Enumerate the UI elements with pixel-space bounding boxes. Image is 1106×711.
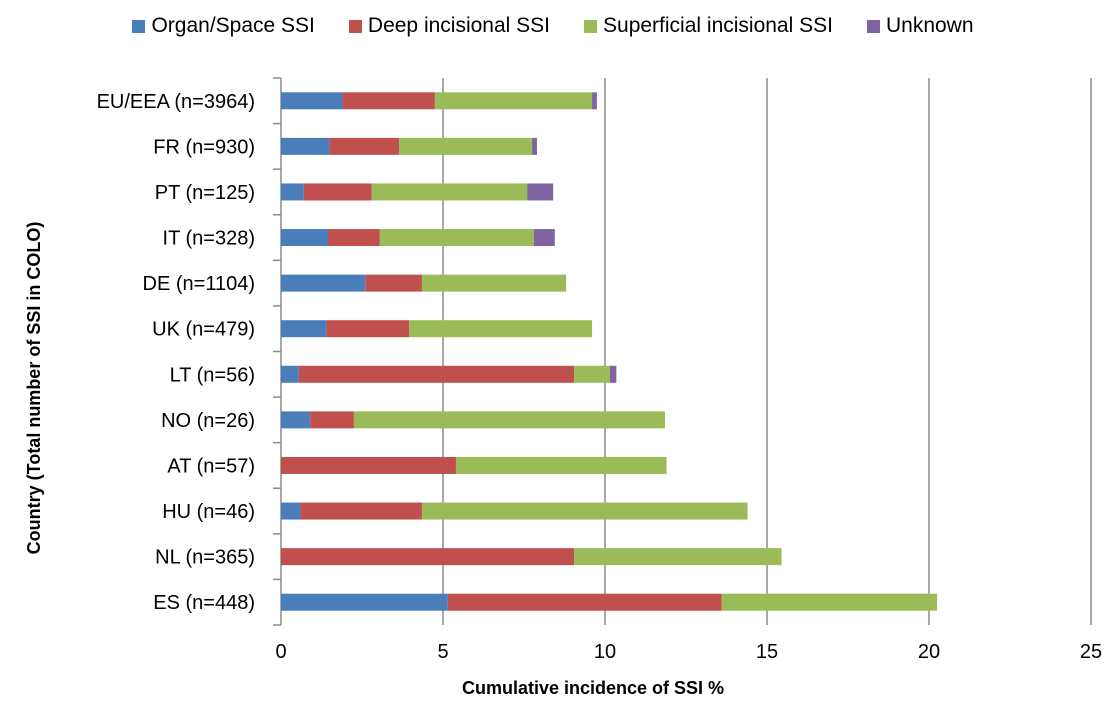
bar-segment [447,593,722,611]
bar-segment [281,320,327,338]
category-label: NO (n=26) [161,410,255,432]
category-label: EU/EEA (n=3964) [97,91,255,113]
legend-item: Unknown [866,14,974,38]
legend-item: Organ/Space SSI [132,14,315,38]
bar-segment [326,320,409,338]
legend-swatch [866,19,880,33]
category-label: UK (n=479) [152,319,255,341]
category-label: HU (n=46) [162,501,255,523]
bar-segment [592,92,597,110]
legend-item: Deep incisional SSI [348,14,551,38]
bar-segment [527,183,554,201]
bar-segment [399,137,533,155]
chart-legend: Organ/Space SSI Deep incisional SSI Superf… [0,8,1106,44]
x-tick-label: 15 [756,641,778,663]
bar-segment [721,593,938,611]
bar-segment [455,456,667,474]
bar-segment [533,229,555,247]
bar-segment [371,183,528,201]
bar-segment [281,411,311,429]
bar-segment [609,365,617,383]
x-tick-label: 10 [594,641,616,663]
category-label: NL (n=365) [155,547,255,569]
bar-segment [281,456,456,474]
bar-segment [421,274,567,292]
category-label: DE (n=1104) [143,273,255,295]
bar-segment [281,92,343,110]
bar-segment [310,411,354,429]
bar-segment [365,274,422,292]
x-axis-title: Cumulative incidence of SSI % [462,678,724,698]
legend-label: Organ/Space SSI [151,14,315,37]
bar-segment [329,137,400,155]
x-tick-label: 25 [1080,641,1102,663]
bar-segment [532,137,537,155]
category-label: IT (n=328) [163,228,255,250]
category-label: FR (n=930) [153,136,255,158]
legend-swatch [348,19,362,33]
category-label: LT (n=56) [170,364,255,386]
legend-swatch [584,19,598,33]
legend-label: Deep incisional SSI [367,14,551,37]
x-tick-label: 0 [275,641,286,663]
legend-item: Superficial incisional SSI [584,14,833,38]
legend-swatch [132,19,146,33]
legend-label: Unknown [885,14,974,37]
bar-segment [300,502,422,520]
bar-segment [574,365,610,383]
bar-segment [379,229,534,247]
bar-segment [281,548,575,566]
bar-segment [281,502,301,520]
x-tick-label: 20 [918,641,940,663]
bar-segment [327,229,380,247]
bar-segment [342,92,435,110]
bar-segment [421,502,748,520]
bar-segment [298,365,575,383]
bar-segment [281,365,299,383]
bar-segment [281,183,304,201]
category-label: AT (n=57) [167,455,255,477]
bar-segment [353,411,665,429]
bar-segment [574,548,782,566]
bar-segment [408,320,593,338]
category-label: PT (n=125) [155,182,255,204]
x-tick-label: 5 [437,641,448,663]
bar-segment [303,183,372,201]
bar-segment [434,92,593,110]
bar-segment [281,137,330,155]
category-label: ES (n=448) [153,592,255,614]
bar-segment [281,593,448,611]
bar-segment [281,274,366,292]
legend-label: Superficial incisional SSI [603,14,833,37]
bar-segment [281,229,328,247]
y-axis-title: Country (Total number of SSI in COLO) [24,222,44,555]
